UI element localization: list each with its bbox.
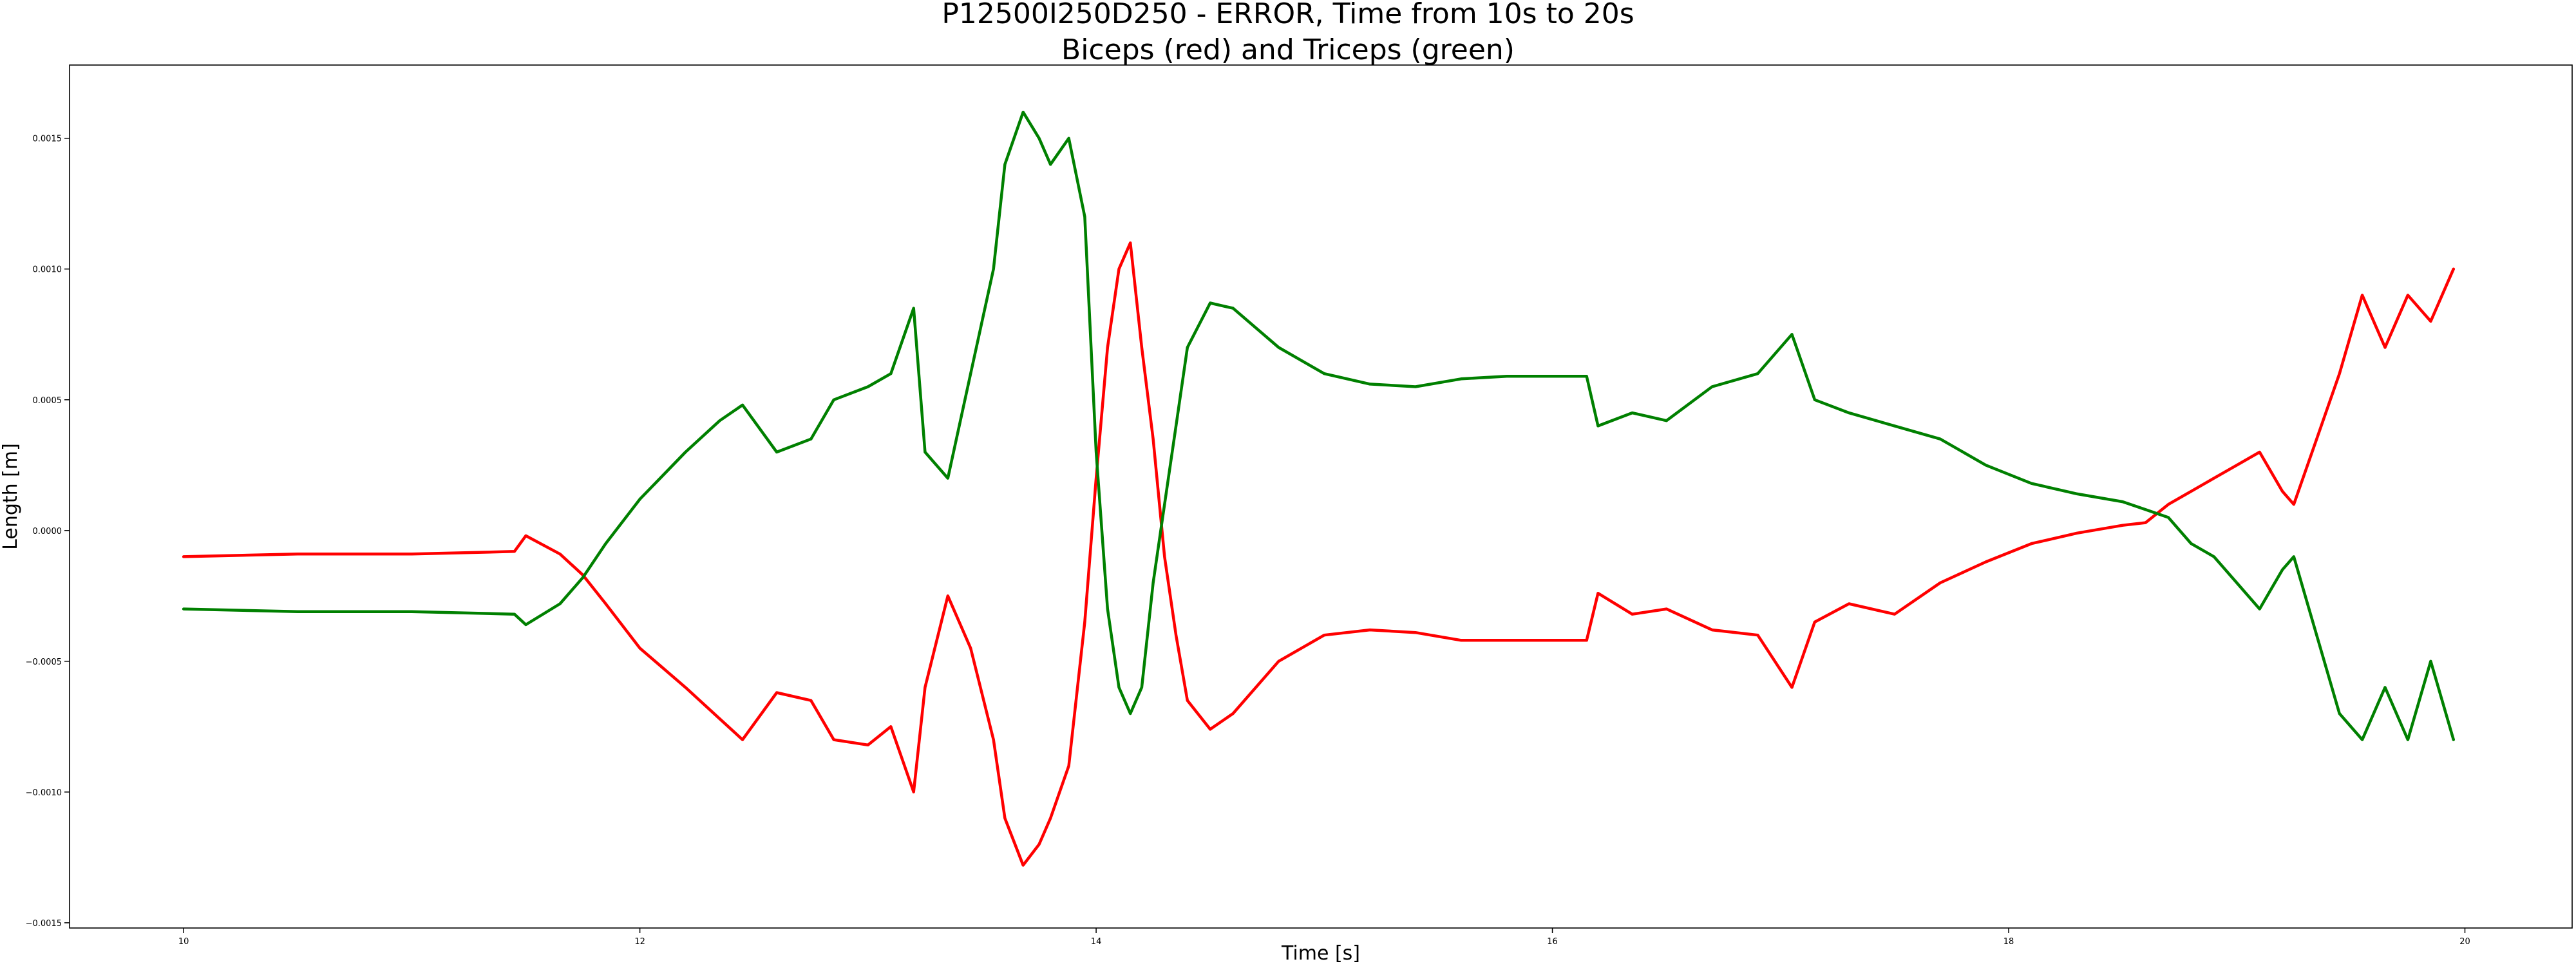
y-tick-label: −0.0015: [26, 919, 62, 929]
x-tick-label: 14: [1091, 937, 1102, 947]
y-tick-label: 0.0000: [33, 527, 62, 536]
x-tick-label: 10: [178, 937, 189, 947]
y-tick-label: −0.0005: [26, 658, 62, 667]
y-tick-label: 0.0015: [33, 135, 62, 144]
y-tick-label: 0.0010: [33, 265, 62, 275]
x-tick-label: 16: [1547, 937, 1558, 947]
y-tick-label: −0.0010: [26, 788, 62, 798]
x-tick-label: 12: [634, 937, 645, 947]
chart-title: P12500I250D250 - ERROR, Time from 10s to…: [942, 0, 1634, 30]
series-layer: [182, 110, 2456, 867]
y-axis-label: Length [m]: [0, 443, 22, 550]
x-tick-label: 20: [2459, 937, 2470, 947]
x-axis-label: Time [s]: [1281, 942, 1360, 965]
plot-frame: [69, 64, 2573, 929]
series-line-2: [182, 110, 2456, 741]
x-tick-label: 18: [2003, 937, 2014, 947]
y-tick-label: 0.0005: [33, 396, 62, 406]
series-line-1: [182, 241, 2456, 867]
ticks-layer: 10 12 14 16 18 20 −0.0015 −0.0010 −0.0005 0.0000 0…: [26, 135, 2470, 947]
chart-subtitle: Biceps (red) and Triceps (green): [1061, 33, 1515, 66]
